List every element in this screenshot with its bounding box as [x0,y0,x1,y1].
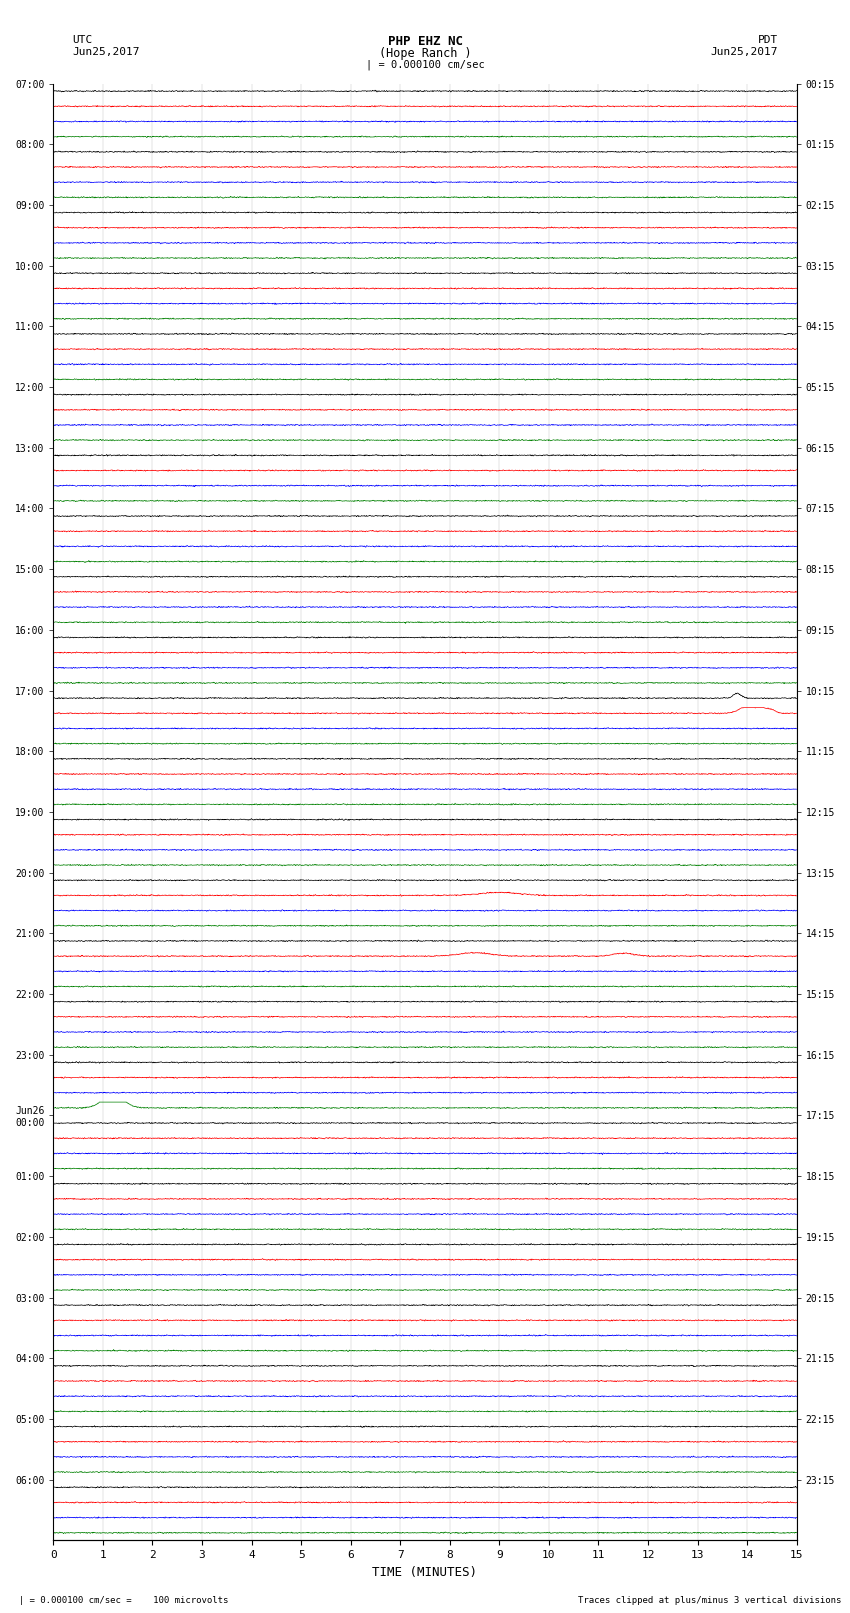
Text: Jun25,2017: Jun25,2017 [72,47,139,56]
Text: | = 0.000100 cm/sec =    100 microvolts: | = 0.000100 cm/sec = 100 microvolts [8,1595,229,1605]
Text: | = 0.000100 cm/sec: | = 0.000100 cm/sec [366,60,484,71]
X-axis label: TIME (MINUTES): TIME (MINUTES) [372,1566,478,1579]
Text: (Hope Ranch ): (Hope Ranch ) [379,47,471,60]
Text: UTC: UTC [72,35,93,45]
Text: Jun25,2017: Jun25,2017 [711,47,778,56]
Text: PHP EHZ NC: PHP EHZ NC [388,35,462,48]
Text: PDT: PDT [757,35,778,45]
Text: Traces clipped at plus/minus 3 vertical divisions: Traces clipped at plus/minus 3 vertical … [578,1595,842,1605]
